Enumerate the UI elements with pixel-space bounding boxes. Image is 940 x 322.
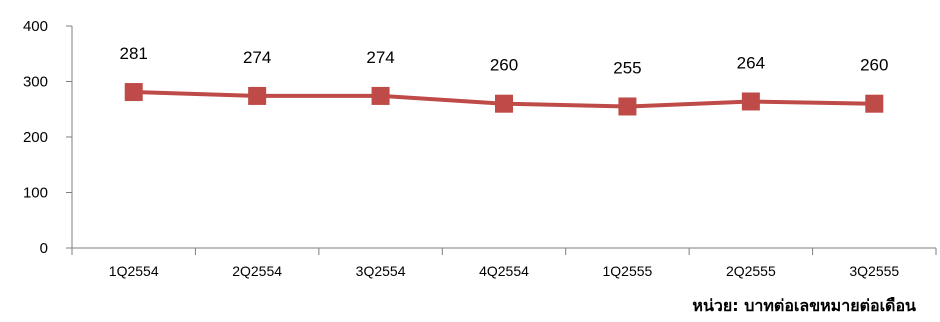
data-point-marker xyxy=(741,92,760,111)
data-label: 255 xyxy=(613,58,641,77)
x-tick-label: 3Q2555 xyxy=(849,263,899,279)
data-label: 260 xyxy=(860,56,888,75)
data-label: 274 xyxy=(366,48,394,67)
y-tick-label: 300 xyxy=(23,74,48,91)
data-point-marker xyxy=(865,94,884,113)
data-label: 260 xyxy=(490,56,518,75)
y-tick-label: 0 xyxy=(40,240,48,257)
y-tick-label: 200 xyxy=(23,129,48,146)
x-tick-label: 3Q2554 xyxy=(356,263,406,279)
data-point-marker xyxy=(371,86,390,105)
data-point-marker xyxy=(618,97,637,116)
data-point-marker xyxy=(495,94,513,113)
data-label: 264 xyxy=(737,53,765,72)
y-tick-label: 400 xyxy=(23,18,48,35)
x-tick-label: 2Q2554 xyxy=(232,263,282,279)
data-point-marker xyxy=(124,83,143,102)
x-tick-label: 1Q2554 xyxy=(109,263,159,279)
data-label: 281 xyxy=(120,44,148,63)
data-point-marker xyxy=(248,86,267,105)
x-tick-label: 4Q2554 xyxy=(479,263,529,279)
unit-note: หน่วย: บาทต่อเลขหมายต่อเดือน xyxy=(692,296,916,315)
data-label: 274 xyxy=(243,48,271,67)
x-tick-label: 2Q2555 xyxy=(726,263,776,279)
y-tick-label: 100 xyxy=(23,185,48,202)
x-tick-label: 1Q2555 xyxy=(603,263,653,279)
